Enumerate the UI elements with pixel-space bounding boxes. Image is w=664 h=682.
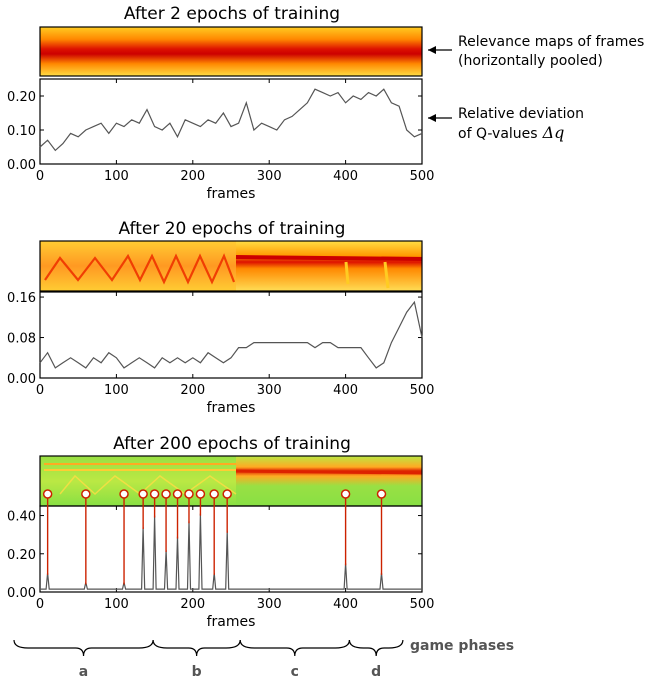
phase-label: c — [291, 664, 299, 680]
axes-frame — [39, 505, 423, 593]
panel-2-plot: 0 100 200 300 400 500 0.00 0.08 0.16 frames — [7, 291, 434, 416]
panel-1-heatmap-fill — [40, 27, 422, 76]
x-tick-label: 500 — [410, 597, 435, 612]
y-tick-label: 0.20 — [7, 90, 36, 105]
peak-marker-circle — [172, 489, 183, 499]
peak-marker-circle — [222, 489, 232, 499]
heatmap-annotation-line1: Relevance maps of frames — [458, 34, 644, 50]
x-tick-label: 0 — [36, 597, 44, 612]
q-annotation-line2: of Q-values Δq — [458, 123, 564, 142]
y-tick-label: 0.40 — [7, 510, 36, 525]
series-line — [39, 513, 423, 590]
peak-marker-circle — [184, 489, 194, 499]
x-tick-label: 100 — [104, 597, 129, 612]
x-tick-label: 500 — [410, 169, 435, 184]
x-tick-label: 200 — [180, 383, 205, 398]
y-tick-label: 0.20 — [7, 548, 36, 563]
panel-2-heatmap-left — [40, 241, 236, 291]
panel-1-annotation-q: Relative deviation of Q-values Δq — [428, 106, 584, 142]
phase-label: b — [192, 664, 202, 680]
y-tick-label: 0.10 — [7, 124, 36, 139]
heatmap-dip — [383, 261, 390, 289]
x-tick-label: 300 — [257, 383, 282, 398]
panel-3-peak-markers — [42, 489, 387, 585]
x-tick-label: 100 — [104, 169, 129, 184]
panel-1-plot: 0 100 200 300 400 500 0.00 0.10 0.20 frames — [7, 78, 435, 202]
y-tick-label: 0.16 — [7, 291, 36, 306]
arrow-head-icon — [428, 46, 436, 54]
phase-label: a — [79, 664, 88, 680]
q-annotation-text: of Q-values — [458, 126, 538, 142]
phase-brace — [348, 639, 404, 657]
peak-marker-circle — [340, 489, 351, 499]
peak-marker-circle — [81, 489, 91, 499]
phase-brace — [239, 639, 351, 657]
peak-marker-circle — [138, 489, 148, 499]
panel-1-annotation-heatmap: Relevance maps of frames (horizontally p… — [428, 34, 644, 69]
phases-label-line1: game phases — [410, 638, 514, 654]
phase-brace — [13, 639, 154, 657]
x-tick-label: 300 — [257, 597, 282, 612]
panel-3-plot: 0 100 200 300 400 500 0.00 0.20 0.40 frames — [7, 505, 435, 630]
arrow-head-icon — [428, 114, 436, 122]
heatmap-annotation-line2: (horizontally pooled) — [458, 53, 603, 69]
panel-2-heatmap — [39, 240, 423, 292]
x-tick-label: 0 — [36, 169, 44, 184]
y-tick-label: 0.00 — [7, 586, 36, 601]
panel-3-heatmap — [39, 455, 423, 507]
peak-marker-circle — [195, 489, 206, 499]
panel-1-heatmap — [39, 26, 423, 77]
q-annotation-line1: Relative deviation — [458, 106, 584, 122]
x-tick-label: 400 — [333, 383, 358, 398]
phase-label: d — [371, 664, 381, 680]
x-tick-label: 100 — [104, 383, 129, 398]
peak-marker-circle — [376, 489, 387, 499]
panel-1-heatmap-frame — [39, 26, 423, 77]
heatmap-zigzag — [44, 253, 236, 285]
peak-marker-circle — [149, 489, 160, 499]
y-tick-label: 0.00 — [7, 158, 36, 173]
x-axis-label: frames — [207, 614, 256, 630]
x-tick-label: 300 — [257, 169, 282, 184]
x-tick-label: 500 — [410, 383, 435, 398]
panel-2-heatmap-right — [236, 241, 422, 291]
peak-marker-circle — [161, 489, 171, 499]
axes-frame — [39, 78, 423, 165]
panel-2-heatmap-frame — [39, 240, 423, 292]
panel-3-heatmap-right — [236, 456, 422, 506]
peak-marker-circle — [209, 489, 219, 499]
series-line — [39, 88, 423, 152]
series-line — [39, 300, 423, 369]
heatmap-streak — [235, 469, 423, 475]
y-tick-label: 0.00 — [7, 372, 36, 387]
panel-3-title: After 200 epochs of training — [113, 434, 351, 454]
x-tick-label: 400 — [333, 169, 358, 184]
x-tick-label: 0 — [36, 383, 44, 398]
x-tick-label: 200 — [180, 597, 205, 612]
x-axis-label: frames — [207, 186, 256, 202]
panel-2-title: After 20 epochs of training — [119, 219, 346, 239]
delta-q-symbol: Δq — [542, 123, 565, 142]
game-phases: a b c d — [13, 639, 404, 680]
phase-brace — [152, 639, 241, 657]
y-tick-label: 0.08 — [7, 332, 36, 347]
heatmap-dip — [344, 261, 350, 285]
heatmap-streak — [235, 255, 423, 261]
x-tick-label: 400 — [333, 597, 358, 612]
axes-frame — [39, 291, 423, 379]
x-tick-label: 200 — [180, 169, 205, 184]
panel-1-title: After 2 epochs of training — [124, 4, 340, 24]
peak-marker-circle — [42, 489, 53, 499]
x-axis-label: frames — [207, 400, 256, 416]
panel-2-heatmap-zigzag — [44, 253, 423, 289]
peak-marker-circle — [119, 489, 129, 499]
